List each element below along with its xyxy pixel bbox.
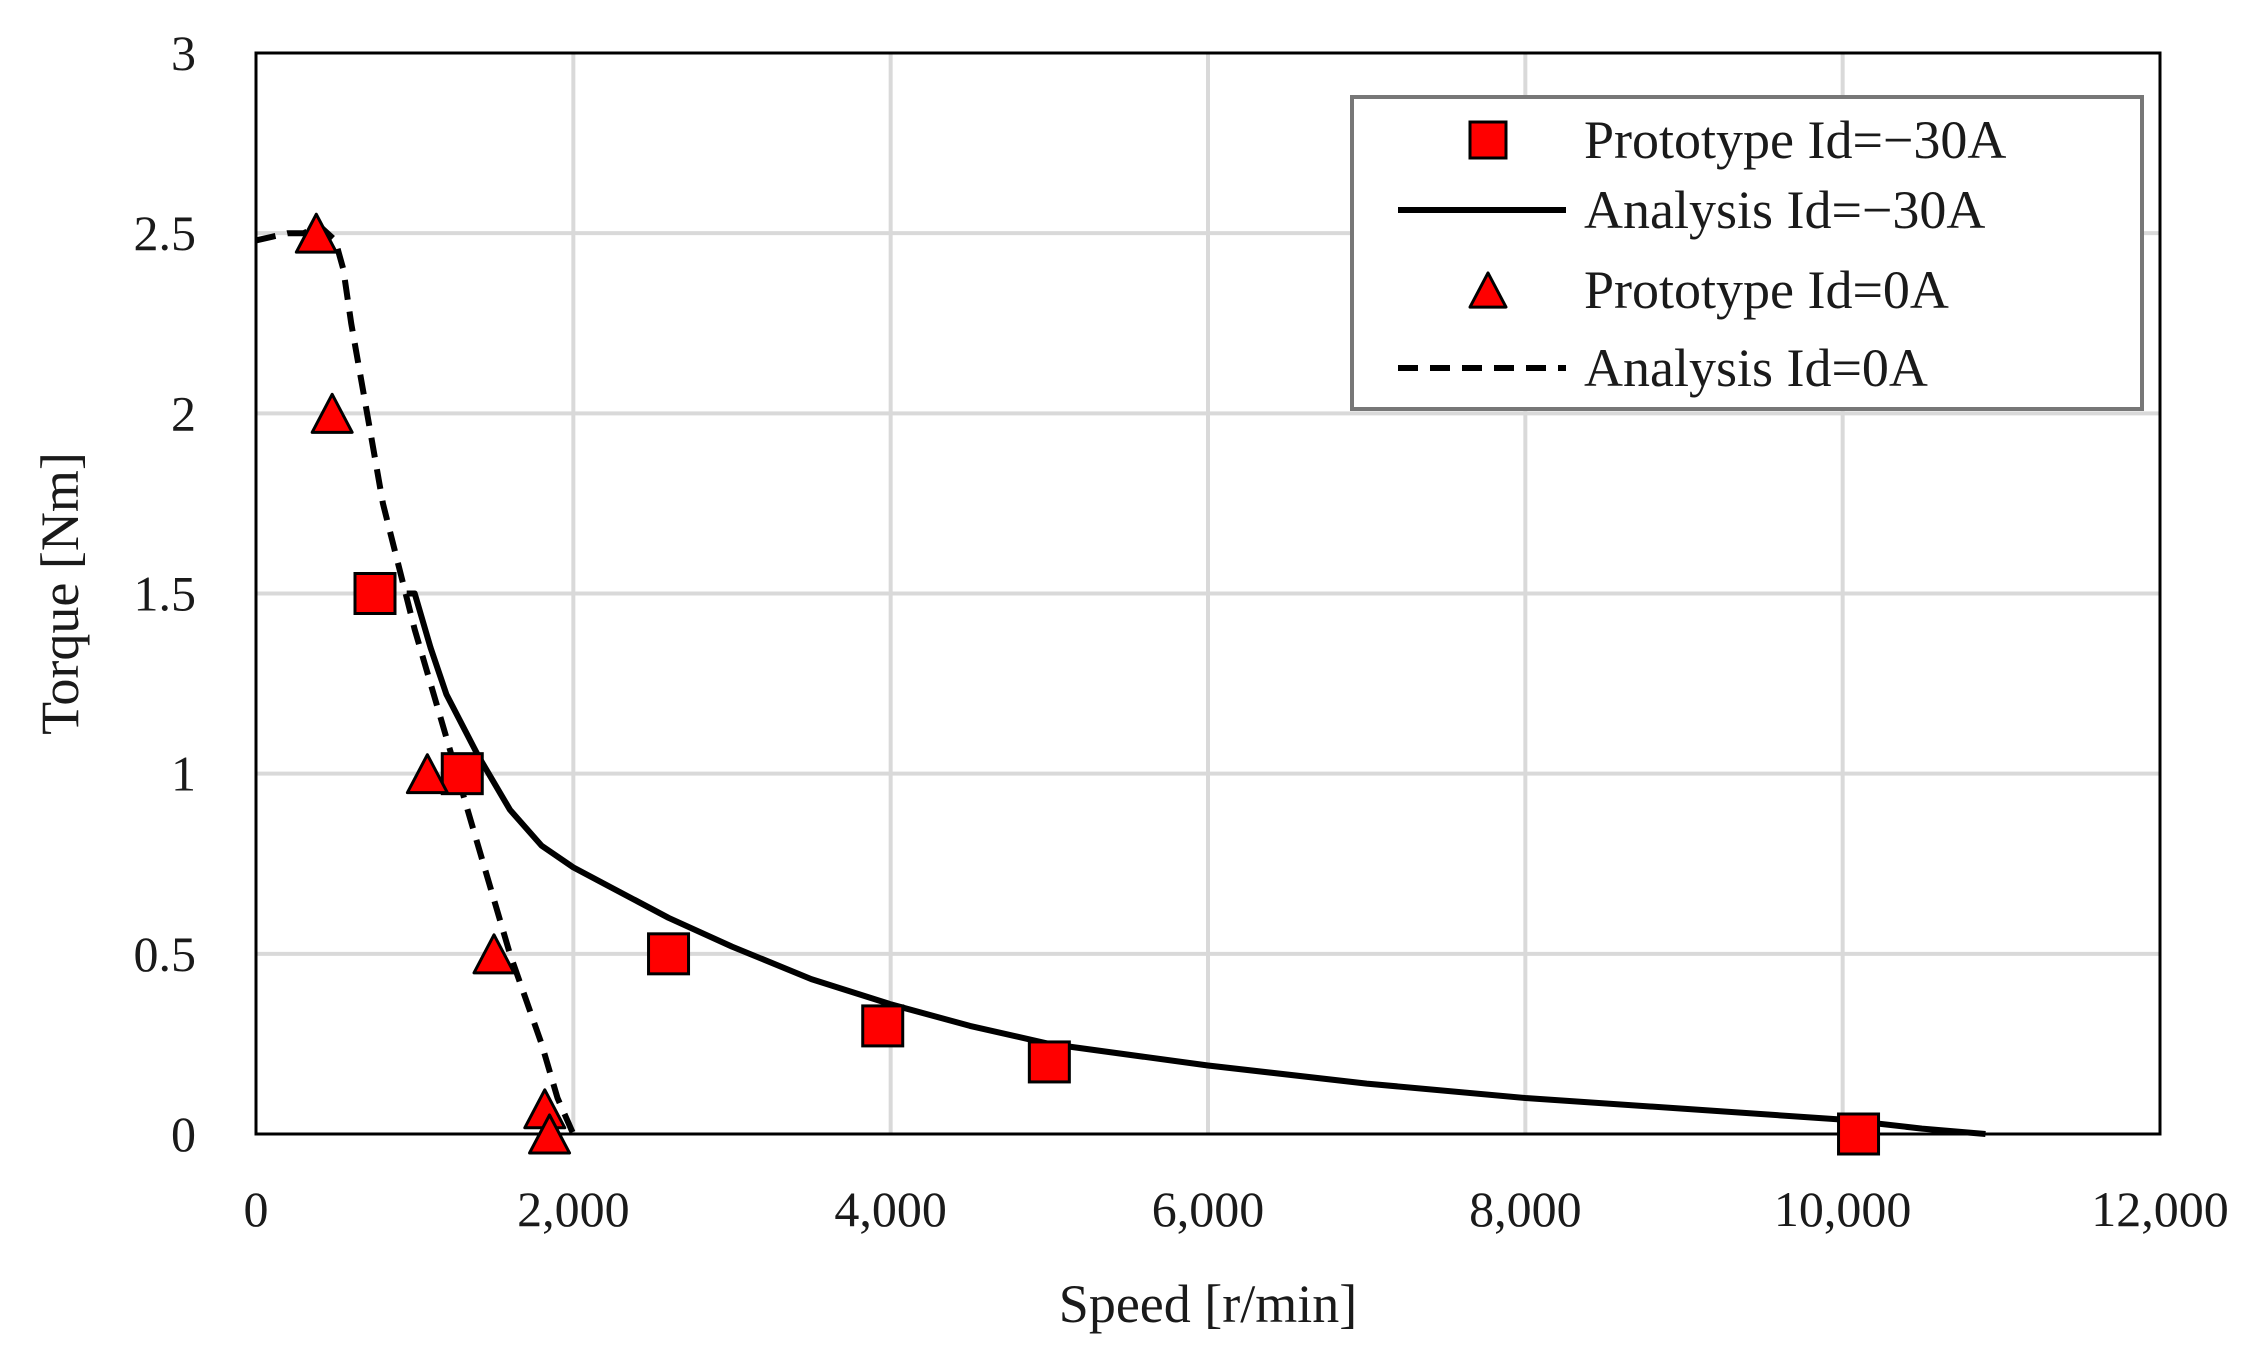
analysis-id-neg30-line bbox=[406, 590, 1986, 1137]
prototype-id0-point bbox=[310, 392, 354, 434]
y-tick-label: 2 bbox=[171, 385, 196, 441]
prototype-id0-point bbox=[294, 212, 338, 254]
data-series bbox=[255, 212, 1986, 1156]
prototype-id0-point bbox=[528, 1113, 572, 1155]
x-tick-label: 0 bbox=[244, 1181, 269, 1237]
legend: Prototype Id=−30A Analysis Id=−30A Prototy… bbox=[1350, 95, 2144, 411]
prototype-id-neg30-point bbox=[440, 752, 484, 796]
y-tick-label: 2.5 bbox=[134, 205, 197, 261]
y-axis-title: Torque [Nm] bbox=[30, 452, 90, 735]
legend-label: Analysis Id=0A bbox=[1584, 338, 1928, 398]
prototype-id0-point bbox=[405, 753, 449, 795]
plot-area-frame bbox=[254, 51, 2162, 1136]
legend-square-swatch bbox=[1468, 120, 1508, 160]
y-tick-label: 3 bbox=[171, 25, 196, 81]
legend-label: Prototype Id=−30A bbox=[1584, 110, 2006, 170]
prototype-id0-point bbox=[472, 933, 516, 975]
x-tick-label: 12,000 bbox=[2091, 1181, 2229, 1237]
y-tick-label: 1.5 bbox=[134, 566, 197, 622]
axis-ticks: 0 2,000 4,000 6,000 8,000 10,000 12,000 0 0.5 1 1.… bbox=[134, 25, 2229, 1237]
y-tick-label: 1 bbox=[171, 746, 196, 802]
x-tick-label: 6,000 bbox=[1152, 1181, 1265, 1237]
x-axis-title: Speed [r/min] bbox=[1059, 1274, 1357, 1334]
x-tick-label: 8,000 bbox=[1469, 1181, 1582, 1237]
legend-label: Prototype Id=0A bbox=[1584, 260, 1949, 320]
legend-label: Analysis Id=−30A bbox=[1584, 180, 1985, 240]
analysis-id0-line bbox=[255, 223, 577, 1136]
prototype-id-neg30-point bbox=[861, 1004, 905, 1048]
prototype-id-neg30-point bbox=[1027, 1040, 1071, 1084]
y-tick-label: 0 bbox=[171, 1106, 196, 1162]
x-tick-label: 2,000 bbox=[517, 1181, 630, 1237]
y-tick-label: 0.5 bbox=[134, 926, 197, 982]
x-tick-label: 4,000 bbox=[834, 1181, 947, 1237]
prototype-id-neg30-point bbox=[647, 932, 691, 976]
prototype-id-neg30-point bbox=[353, 572, 397, 615]
legend-triangle-swatch bbox=[1468, 271, 1508, 309]
prototype-id-neg30-point bbox=[1837, 1112, 1881, 1156]
x-tick-label: 10,000 bbox=[1774, 1181, 1912, 1237]
